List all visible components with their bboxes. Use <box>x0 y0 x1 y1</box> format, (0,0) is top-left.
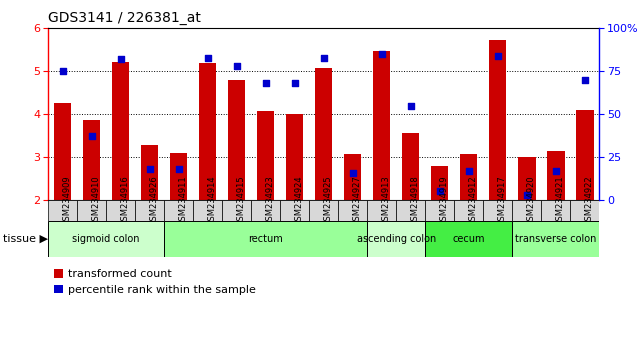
Text: GSM234912: GSM234912 <box>469 176 478 227</box>
Bar <box>77 200 106 221</box>
Point <box>406 103 416 108</box>
Bar <box>106 200 135 221</box>
Bar <box>483 200 512 221</box>
Text: GSM234916: GSM234916 <box>121 176 129 227</box>
Text: rectum: rectum <box>248 234 283 244</box>
Bar <box>570 200 599 221</box>
Bar <box>367 200 396 221</box>
Text: GSM234921: GSM234921 <box>556 176 565 227</box>
Bar <box>228 80 246 200</box>
Bar <box>396 200 425 221</box>
Point <box>174 166 184 172</box>
Point <box>231 63 242 69</box>
Point <box>58 68 68 74</box>
Bar <box>164 221 367 257</box>
Bar <box>541 200 570 221</box>
Text: GSM234927: GSM234927 <box>353 176 362 227</box>
Bar <box>512 200 541 221</box>
Text: GSM234910: GSM234910 <box>92 176 101 227</box>
Legend: transformed count, percentile rank within the sample: transformed count, percentile rank withi… <box>54 269 256 295</box>
Text: GSM234924: GSM234924 <box>295 176 304 227</box>
Text: GSM234923: GSM234923 <box>265 176 275 227</box>
Point <box>435 189 445 194</box>
Text: tissue ▶: tissue ▶ <box>3 234 48 244</box>
Bar <box>402 133 419 200</box>
Bar <box>576 110 594 200</box>
Bar <box>193 200 222 221</box>
Point <box>260 80 271 86</box>
Bar <box>83 120 100 200</box>
Text: GSM234925: GSM234925 <box>324 176 333 227</box>
Bar <box>518 157 535 200</box>
Bar <box>135 200 164 221</box>
Text: GSM234909: GSM234909 <box>63 176 72 227</box>
Bar <box>425 200 454 221</box>
Point <box>463 168 474 174</box>
Bar <box>431 166 449 200</box>
Point <box>115 56 126 62</box>
Bar <box>54 103 71 200</box>
Point <box>203 55 213 60</box>
Bar <box>48 200 77 221</box>
Text: GSM234920: GSM234920 <box>527 176 536 227</box>
Bar <box>425 221 512 257</box>
Text: GSM234922: GSM234922 <box>585 176 594 227</box>
Bar <box>164 200 193 221</box>
Bar <box>199 63 217 200</box>
Text: ascending colon: ascending colon <box>356 234 436 244</box>
Point <box>290 80 300 86</box>
Text: cecum: cecum <box>453 234 485 244</box>
Bar <box>344 154 362 200</box>
Text: GSM234926: GSM234926 <box>149 176 158 227</box>
Point <box>377 51 387 57</box>
Text: GSM234915: GSM234915 <box>237 176 246 227</box>
Bar <box>373 51 390 200</box>
Bar <box>315 68 333 200</box>
Bar <box>257 111 274 200</box>
Text: GSM234914: GSM234914 <box>208 176 217 227</box>
Bar <box>489 40 506 200</box>
Bar <box>222 200 251 221</box>
Bar <box>309 200 338 221</box>
Point <box>522 192 532 198</box>
Text: GDS3141 / 226381_at: GDS3141 / 226381_at <box>48 11 201 25</box>
Point <box>551 168 561 174</box>
Point <box>319 55 329 60</box>
Point <box>579 77 590 83</box>
Text: GSM234918: GSM234918 <box>411 176 420 227</box>
Bar <box>48 221 164 257</box>
Text: sigmoid colon: sigmoid colon <box>72 234 140 244</box>
Text: GSM234919: GSM234919 <box>440 176 449 227</box>
Point <box>87 134 97 139</box>
Bar <box>367 221 425 257</box>
Text: GSM234917: GSM234917 <box>498 176 507 227</box>
Text: GSM234913: GSM234913 <box>382 176 391 227</box>
Bar <box>286 114 303 200</box>
Bar <box>338 200 367 221</box>
Bar <box>141 145 158 200</box>
Bar <box>170 153 187 200</box>
Bar <box>512 221 599 257</box>
Text: GSM234911: GSM234911 <box>179 176 188 227</box>
Point <box>144 166 154 172</box>
Bar <box>112 62 129 200</box>
Point <box>347 170 358 175</box>
Bar <box>547 151 565 200</box>
Bar <box>454 200 483 221</box>
Text: transverse colon: transverse colon <box>515 234 597 244</box>
Bar <box>460 154 478 200</box>
Bar <box>280 200 309 221</box>
Point <box>493 53 503 59</box>
Bar <box>251 200 280 221</box>
